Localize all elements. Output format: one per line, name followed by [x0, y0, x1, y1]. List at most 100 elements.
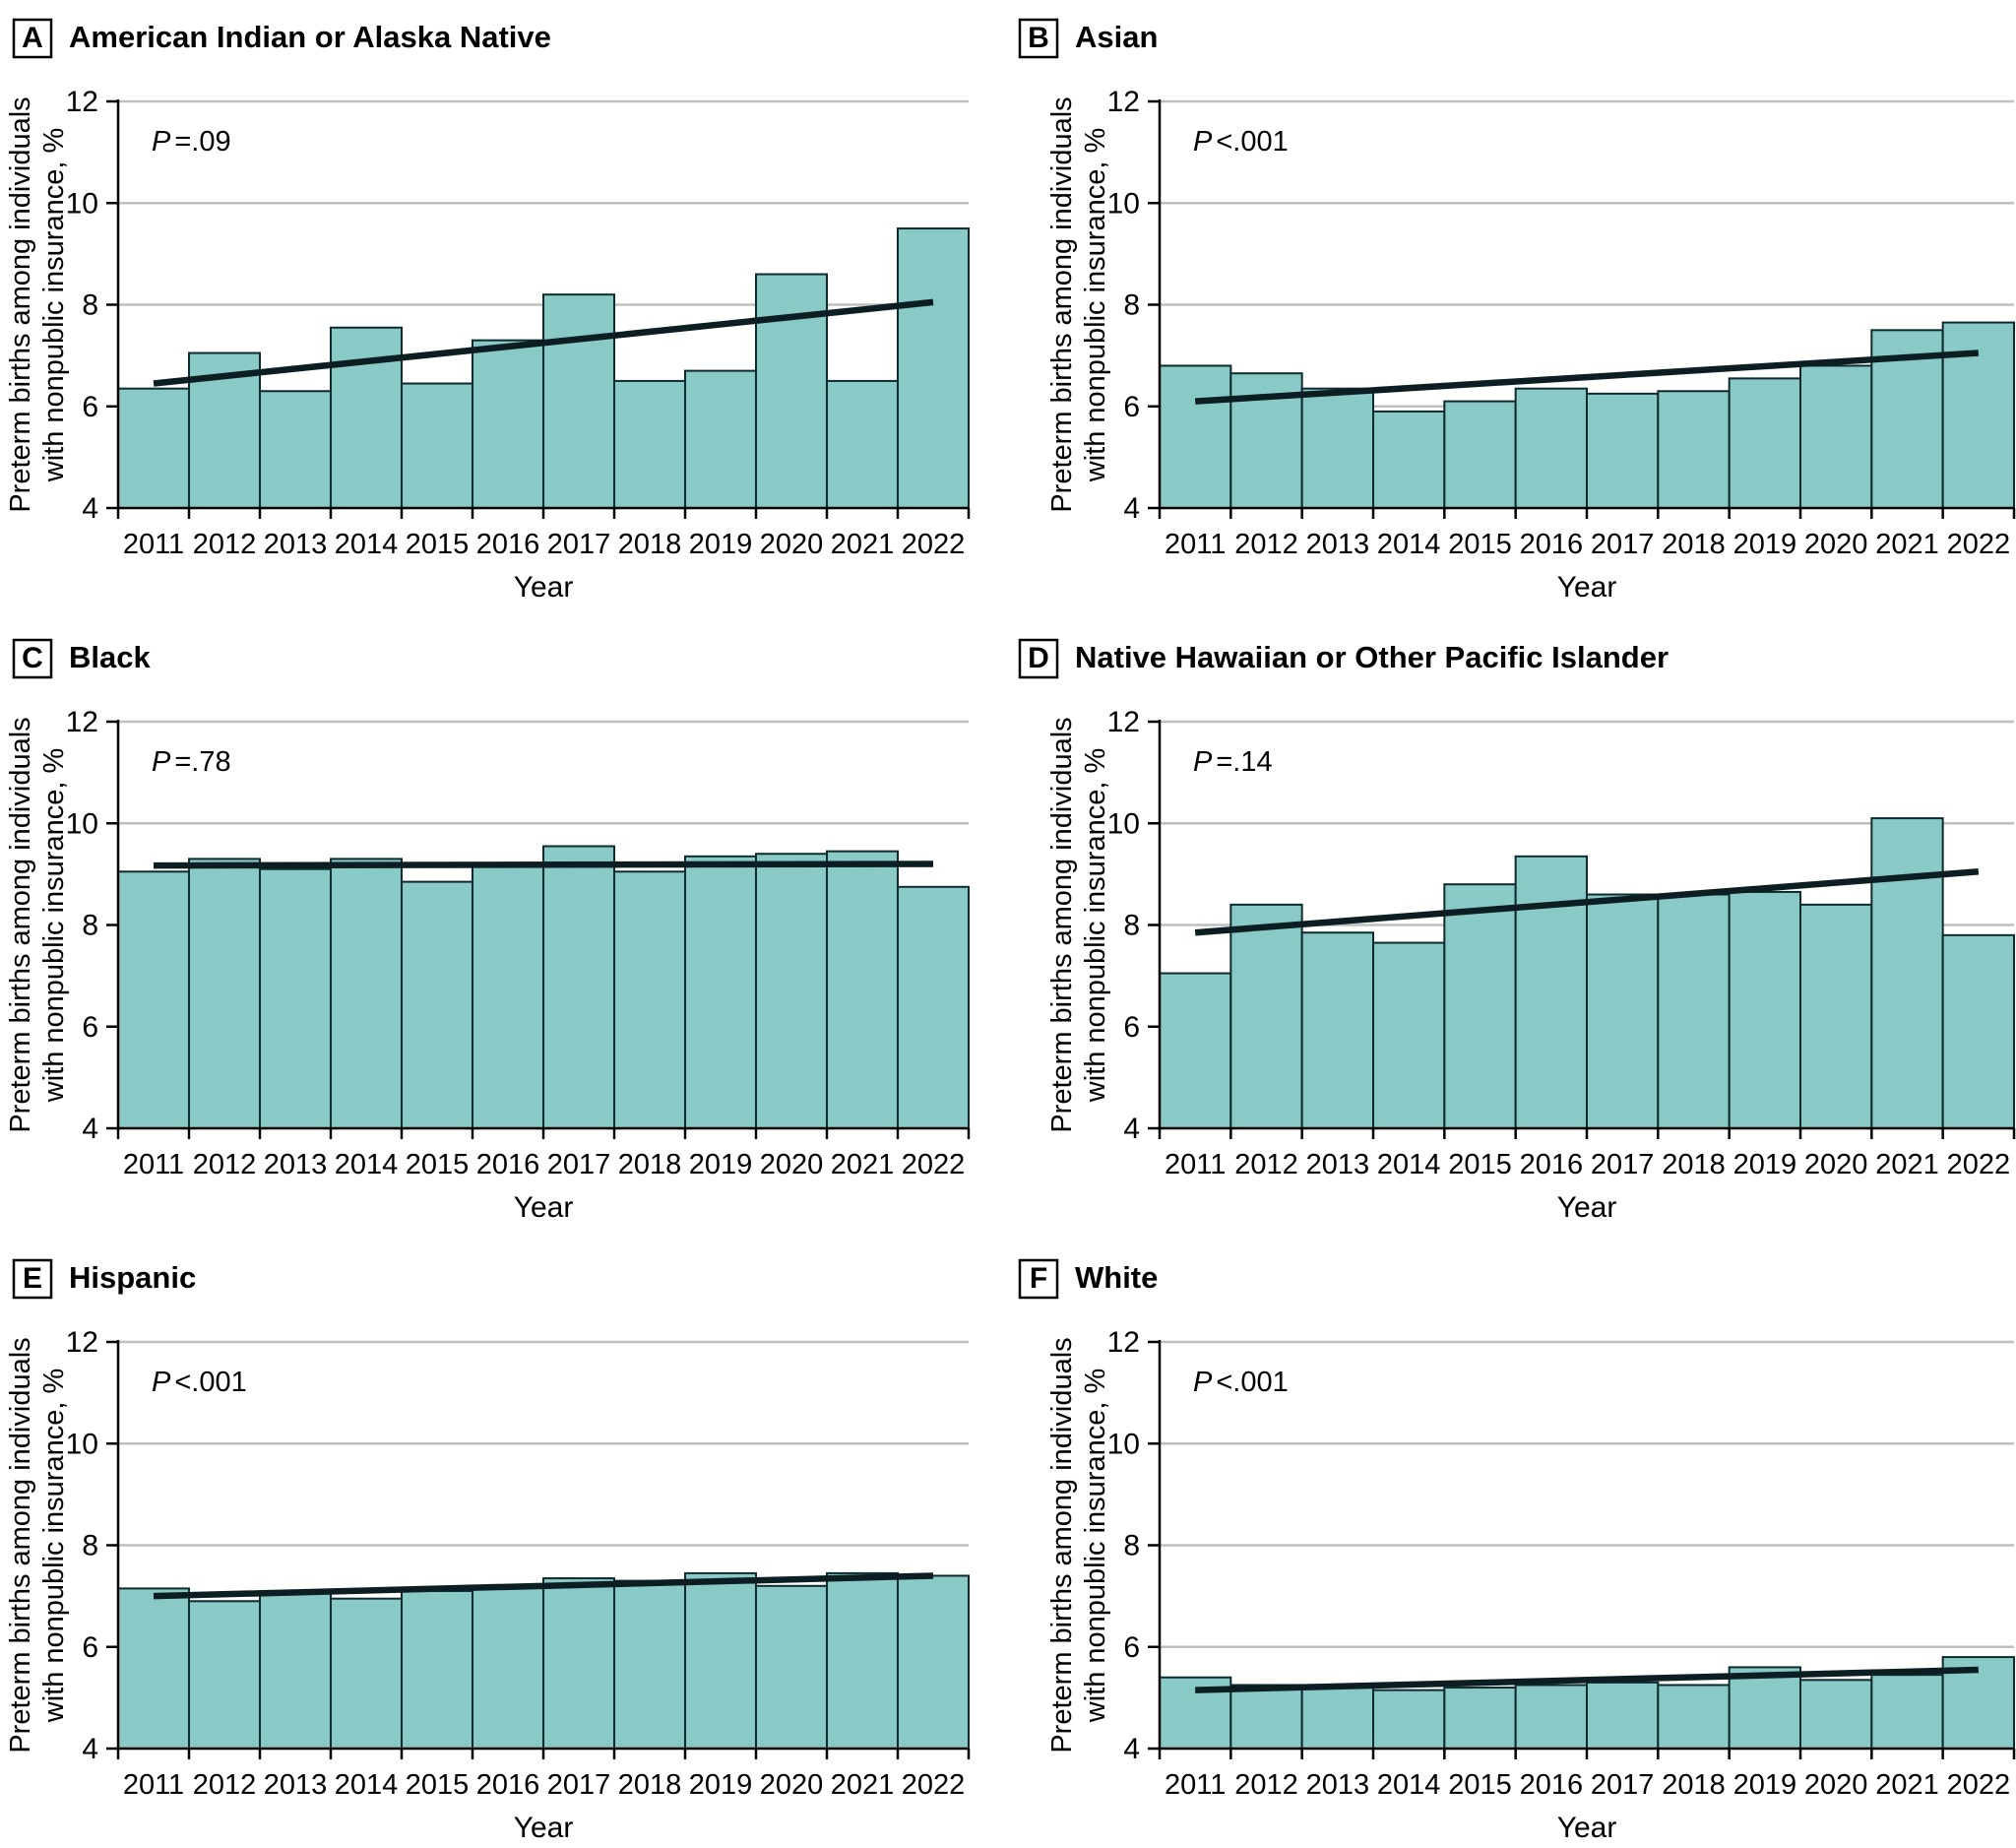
panel-d-x-tick-label-2015: 2015: [1448, 1149, 1512, 1180]
panel-a-bar-2014: [330, 326, 403, 510]
panel-f-x-tick-label-2011: 2011: [1165, 1769, 1226, 1801]
panel-c-x-axis-title: Year: [514, 1191, 574, 1224]
panel-d-x-tick-label-2011: 2011: [1165, 1149, 1226, 1180]
panel-b-p-value: P <.001: [1193, 126, 1289, 158]
panel-e-y-tick-label-4: 4: [82, 1733, 98, 1765]
panel-c-bar-2014: [330, 858, 403, 1129]
panel-b-y-tick-label-10: 10: [1107, 187, 1140, 220]
panel-f-x-tick-label-2012: 2012: [1234, 1769, 1298, 1801]
panel-b-label: B: [1028, 22, 1049, 54]
panel-e-y-tick-label-6: 6: [82, 1631, 98, 1664]
panel-c-title: Black: [69, 640, 151, 674]
panel-d-bar-2012: [1229, 903, 1303, 1129]
panel-c-x-tick-label-2018: 2018: [618, 1149, 682, 1180]
panel-f-x-tick-label-2014: 2014: [1377, 1769, 1441, 1801]
panel-c-label: C: [22, 642, 43, 674]
panel-a-trend-line: [153, 298, 934, 387]
panel-d-x-tick-label-2017: 2017: [1591, 1149, 1655, 1180]
panel-f-p-value: P <.001: [1193, 1367, 1289, 1398]
panel-f-p-value-number: <.001: [1216, 1367, 1288, 1398]
panel-c-bar-2011: [117, 870, 190, 1129]
panel-d-y-tick-label-4: 4: [1123, 1113, 1140, 1145]
panel-a-x-tick-label-2011: 2011: [123, 529, 184, 560]
panel-e-x-tick-label-2018: 2018: [618, 1769, 682, 1801]
panel-d-p-value-number: =.14: [1216, 746, 1272, 778]
panel-f-x-tick-label-2017: 2017: [1591, 1769, 1655, 1801]
panel-e-bar-2014: [330, 1597, 403, 1751]
panel-f-x-tick-label-2018: 2018: [1662, 1769, 1726, 1801]
panel-d-trend-line: [1194, 868, 1980, 936]
panel-d-x-tick-label-2020: 2020: [1804, 1149, 1868, 1180]
panel-f-x-tick-label-2013: 2013: [1306, 1769, 1370, 1801]
panel-e-p-value-number: <.001: [174, 1367, 246, 1398]
panel-f-label-box: [1018, 1258, 1059, 1300]
panel-b-x-tick-label-2021: 2021: [1875, 529, 1939, 560]
panel-a-x-tick-label-2021: 2021: [831, 529, 895, 560]
panel-c-trend-line: [153, 860, 934, 869]
panel-c-bar-2022: [897, 885, 970, 1129]
panel-e-bar-2011: [117, 1587, 190, 1750]
panel-a-bar-2020: [755, 273, 828, 509]
panel-a-bar-2016: [472, 339, 544, 510]
panel-f-x-tick-label-2021: 2021: [1875, 1769, 1939, 1801]
panel-d-label-box: [1018, 638, 1059, 679]
panel-e-y-axis-title-line1: Preterm births among individuals: [5, 1337, 36, 1752]
panel-c-p-value-symbol: P: [152, 746, 171, 778]
panel-a-x-tick-label-2020: 2020: [760, 529, 824, 560]
panel-f-y-tick-label-6: 6: [1123, 1631, 1140, 1664]
panel-c-y-axis-title-line2: with nonpublic insurance, %: [38, 748, 70, 1103]
panel-d-bar-2018: [1657, 893, 1731, 1130]
panel-c-bar-2012: [188, 858, 261, 1129]
panel-e-trend-line: [153, 1572, 934, 1600]
panel-d-bar-2021: [1870, 817, 1944, 1130]
panel-a-y-tick-label-4: 4: [82, 492, 98, 525]
panel-b-bar-2018: [1657, 390, 1731, 510]
panel-b-y-tick-label-8: 8: [1123, 289, 1140, 322]
panel-e-label: E: [23, 1262, 42, 1295]
panel-c-y-tick-label-10: 10: [66, 807, 98, 840]
panel-d-x-tick-label-2013: 2013: [1306, 1149, 1370, 1180]
panel-e-y-axis-title-line2: with nonpublic insurance, %: [38, 1369, 70, 1723]
panel-b-bar-2017: [1586, 392, 1660, 509]
panel-b-x-tick-label-2022: 2022: [1947, 529, 2011, 560]
panel-c-y-tick-label-8: 8: [82, 910, 98, 942]
panel-f-bar-2018: [1657, 1684, 1731, 1750]
panel-f-y-axis-title-line1: Preterm births among individuals: [1046, 1337, 1078, 1752]
panel-b-label-box: [1018, 18, 1059, 59]
panel-d-bar-2014: [1372, 941, 1446, 1129]
panel-d-y-tick-label-12: 12: [1107, 706, 1140, 738]
panel-c-bar-2020: [755, 853, 828, 1129]
panel-f-x-tick-label-2019: 2019: [1733, 1769, 1797, 1801]
panel-e-title: Hispanic: [69, 1260, 196, 1295]
panel-a-p-value: P =.09: [152, 126, 231, 158]
panel-d-p-value-symbol: P: [1193, 746, 1213, 778]
panel-a-p-value-number: =.09: [174, 126, 230, 158]
panel-f-y-tick-label-4: 4: [1123, 1733, 1140, 1765]
panel-d-bar-2022: [1941, 933, 2015, 1130]
panel-e-bar-2012: [188, 1600, 261, 1750]
panel-d-title: Native Hawaiian or Other Pacific Islande…: [1075, 640, 1669, 674]
panel-d-y-tick-label-10: 10: [1107, 807, 1140, 840]
panel-d-group: D Native Hawaiian or Other Pacific Island…: [1018, 638, 2016, 1224]
panel-b-bar-2011: [1159, 364, 1232, 510]
panel-d-y-tick-label-6: 6: [1123, 1011, 1140, 1044]
panel-b-title: Asian: [1075, 20, 1158, 54]
panel-d-x-tick-label-2012: 2012: [1234, 1149, 1298, 1180]
panel-e-y-tick-label-10: 10: [66, 1428, 98, 1460]
panel-c-x-tick-label-2015: 2015: [406, 1149, 470, 1180]
panel-d-x-tick-label-2014: 2014: [1377, 1149, 1441, 1180]
panel-a-label-box: [12, 18, 53, 59]
panel-c-bar-2019: [684, 855, 757, 1130]
panel-a-bar-2018: [613, 379, 686, 509]
panel-d-x-tick-label-2019: 2019: [1733, 1149, 1797, 1180]
panel-d-x-tick-label-2021: 2021: [1875, 1149, 1939, 1180]
panel-b-bar-2013: [1300, 387, 1374, 509]
panel-d-label: D: [1028, 642, 1049, 674]
panel-e-x-tick-label-2022: 2022: [902, 1769, 966, 1801]
panel-c-x-tick-label-2019: 2019: [689, 1149, 753, 1180]
panel-c-x-tick-label-2013: 2013: [264, 1149, 328, 1180]
panel-e-x-tick-label-2016: 2016: [476, 1769, 540, 1801]
panel-e-bar-2019: [684, 1571, 757, 1751]
panel-e-bar-2015: [401, 1589, 473, 1751]
